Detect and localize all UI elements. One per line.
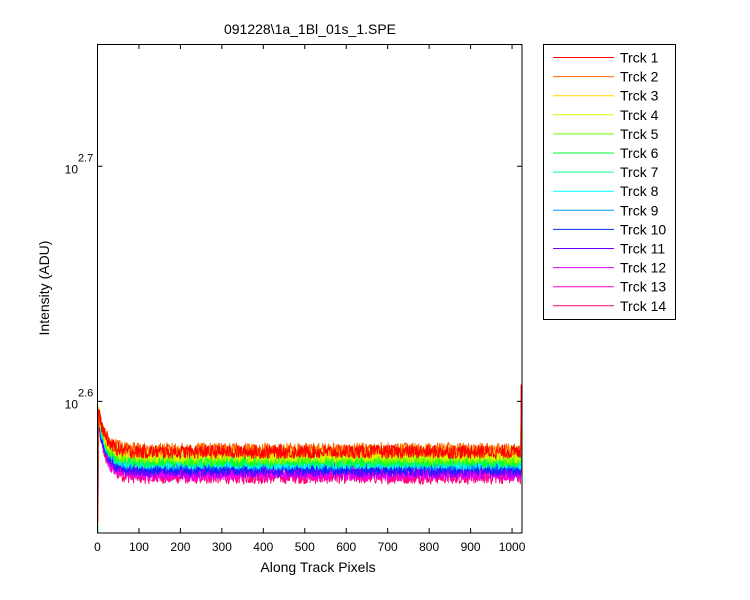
legend[interactable]: Trck 1 Trck 2 Trck 3 Trck 4 Trck 5 Trck 6 Trck… [543,44,676,320]
y-tick-label-base: 10 [65,397,79,411]
legend-label: Trck 12 [620,260,666,276]
y-tick-label-base: 10 [65,162,79,176]
x-tick-label: 300 [212,540,232,554]
legend-label: Trck 13 [620,279,666,295]
series-line [97,384,522,523]
series-line [97,384,522,521]
plot-frame [97,44,523,534]
x-tick-label: 200 [170,540,190,554]
x-tick-label: 700 [378,540,398,554]
y-axis-label: Intensity (ADU) [36,241,52,336]
chart-title: 091228\1a_1Bl_01s_1.SPE [224,21,396,37]
legend-label: Trck 1 [620,50,659,66]
legend-label: Trck 10 [620,221,666,237]
x-tick-label: 1000 [499,540,526,554]
x-tick-label: 400 [253,540,273,554]
legend-label: Trck 9 [620,202,659,218]
legend-label: Trck 3 [620,88,659,104]
x-tick-label: 500 [295,540,315,554]
legend-label: Trck 7 [620,164,659,180]
x-tick-label: 0 [94,540,101,554]
x-tick-label: 100 [129,540,149,554]
x-axis-label: Along Track Pixels [260,559,375,575]
y-tick-label-exponent: 2.7 [78,152,93,164]
legend-label: Trck 11 [620,241,665,257]
legend-label: Trck 4 [620,107,659,123]
legend-label: Trck 2 [620,69,659,85]
x-axis: 0 100 200 300 400 500 600 700 800 900 1000 [94,44,526,554]
x-tick-label: 600 [336,540,356,554]
y-tick-label-exponent: 2.6 [78,387,93,399]
legend-label: Trck 14 [620,298,666,314]
legend-label: Trck 8 [620,183,659,199]
legend-label: Trck 6 [620,145,659,161]
legend-label: Trck 5 [620,126,659,142]
x-tick-label: 900 [461,540,481,554]
series-layer [97,384,522,533]
legend-box [543,44,676,320]
x-tick-label: 800 [419,540,439,554]
